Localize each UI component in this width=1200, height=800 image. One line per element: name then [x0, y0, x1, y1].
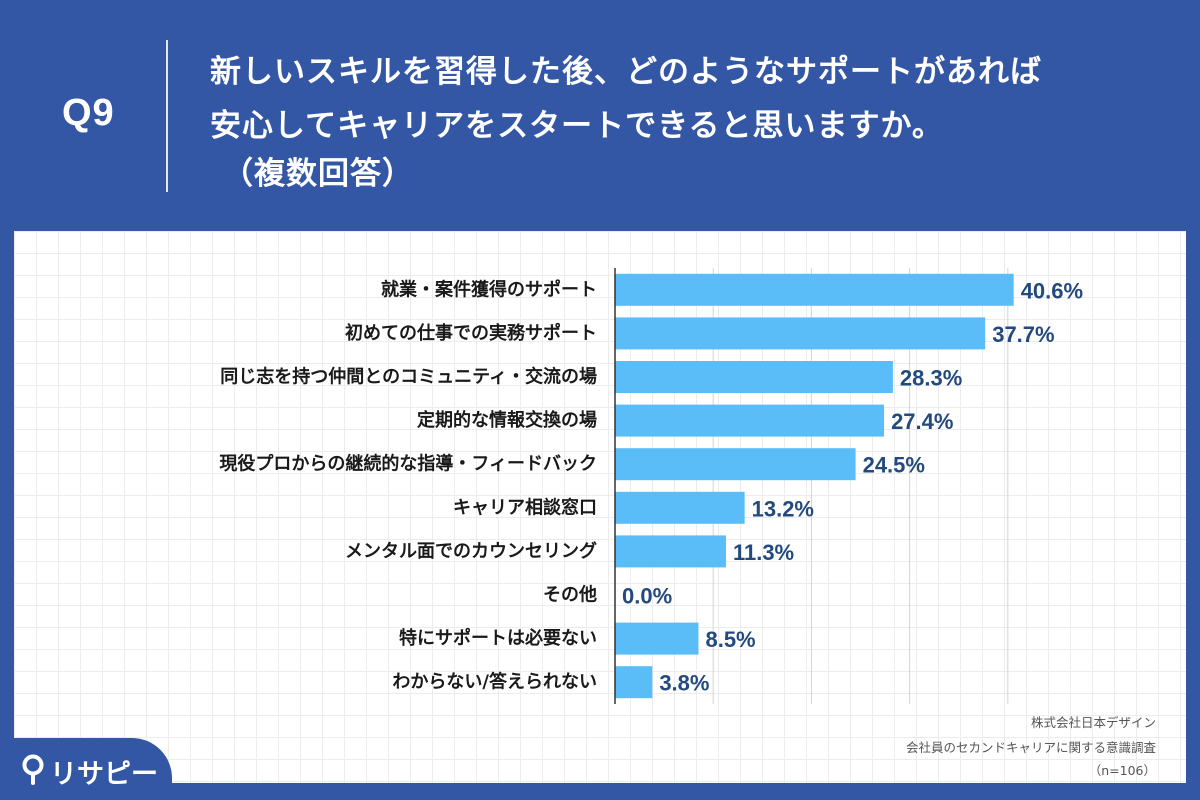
- data-label: 11.3%: [733, 540, 794, 565]
- category-label: 初めての仕事での実務サポート: [345, 322, 597, 344]
- bar-2: [615, 361, 893, 393]
- bar-chart: 就業・案件獲得のサポート 40.6% 初めての仕事での実務サポート 37.7% 同じ志を…: [219, 268, 1083, 704]
- category-label: 定期的な情報交換の場: [417, 409, 597, 431]
- bar-1: [615, 317, 986, 350]
- question-title-line-1: 新しいスキルを習得した後、どのようなサポートがあれば: [210, 54, 1042, 90]
- category-label: 同じ志を持つ仲間とのコミュニティ・交流の場: [220, 366, 597, 388]
- data-label: 40.6%: [1021, 278, 1083, 303]
- data-label: 8.5%: [705, 627, 755, 652]
- category-label: キャリア相談窓口: [453, 496, 597, 518]
- data-label: 28.3%: [900, 366, 962, 391]
- bar-4: [615, 448, 856, 481]
- question-title-line-2: 安心してキャリアをスタートできると思いますか。: [210, 108, 944, 144]
- pin-icon: [22, 754, 44, 785]
- header-divider: [166, 40, 168, 192]
- question-label: Q9: [62, 92, 115, 134]
- bar-9: [615, 666, 653, 699]
- category-label: 特にサポートは必要ない: [399, 627, 597, 649]
- bar-3: [615, 404, 885, 437]
- category-label: メンタル面でのカウンセリング: [345, 540, 597, 562]
- bar-8: [615, 622, 699, 655]
- data-label: 13.2%: [752, 496, 814, 521]
- footer-company: 株式会社日本デザイン: [1030, 715, 1156, 730]
- category-label: 就業・案件獲得のサポート: [381, 278, 597, 300]
- data-label: 24.5%: [863, 453, 925, 478]
- question-title-line-3: （複数回答）: [222, 156, 414, 192]
- bar-6: [615, 535, 726, 568]
- header: Q9 新しいスキルを習得した後、どのようなサポートがあれば 安心してキャリアをス…: [0, 0, 1200, 230]
- category-label: 現役プロからの継続的な指導・フィードバック: [219, 453, 597, 475]
- data-label: 0.0%: [622, 584, 672, 609]
- data-label: 27.4%: [891, 409, 953, 434]
- footer-survey-name: 会社員のセカンドキャリアに関する意識調査: [905, 740, 1156, 755]
- logo-text: リサピー: [50, 759, 158, 790]
- brand-logo: リサピー: [0, 738, 172, 800]
- bar-0: [615, 273, 1014, 306]
- data-label: 3.8%: [659, 671, 709, 696]
- data-label: 37.7%: [992, 322, 1054, 347]
- chart-panel: 就業・案件獲得のサポート 40.6% 初めての仕事での実務サポート 37.7% 同じ志を…: [14, 231, 1186, 783]
- category-label: その他: [543, 584, 597, 606]
- category-label: わからない/答えられない: [392, 671, 597, 693]
- bar-5: [615, 491, 745, 524]
- footer-sample-size: （n=106）: [1088, 763, 1156, 778]
